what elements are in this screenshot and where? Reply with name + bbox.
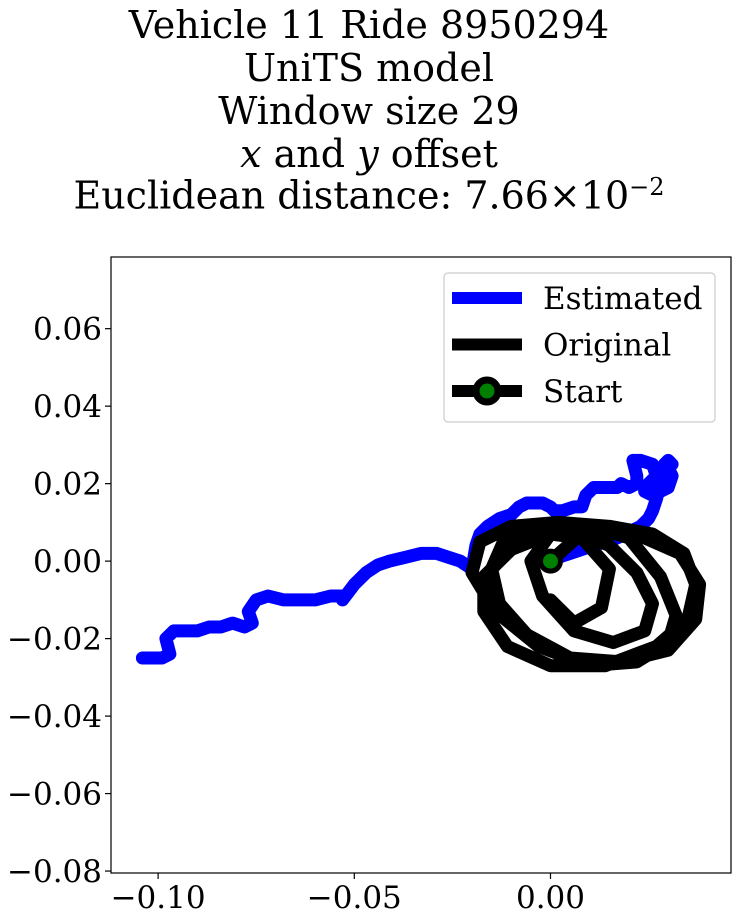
legend-marker-start <box>472 376 502 406</box>
title-line-window: Window size 29 <box>218 89 520 133</box>
y-tick-label: −0.08 <box>7 854 102 890</box>
legend-label-original: Original <box>543 328 671 364</box>
title-math-x: x <box>240 132 262 176</box>
title-distance-text: Euclidean distance: 7.66×10 <box>73 173 630 218</box>
y-tick-label: −0.04 <box>7 699 102 735</box>
title-line-distance: Euclidean distance: 7.66×10−2 <box>0 175 738 215</box>
y-tick-label: 0.04 <box>33 389 102 425</box>
x-tick-label: −0.10 <box>111 880 206 916</box>
title-offset-suffix: offset <box>378 132 498 176</box>
y-tick-label: 0.06 <box>33 312 102 348</box>
x-tick-label: −0.05 <box>307 880 402 916</box>
y-tick-label: −0.06 <box>7 777 102 813</box>
series-layer <box>135 453 707 673</box>
title-line-offset: x and y offset <box>0 135 738 173</box>
legend: Estimated Original Start <box>443 272 716 423</box>
title-and: and <box>261 132 358 176</box>
title-distance-exponent: −2 <box>629 173 665 201</box>
axes-frame <box>110 256 732 874</box>
series-line-estimated <box>135 453 679 665</box>
legend-label-start: Start <box>543 374 623 410</box>
series-line-original <box>465 515 707 673</box>
y-tick-label: 0.02 <box>33 467 102 503</box>
title-line-model: UniTS model <box>244 46 494 90</box>
y-tick-label: −0.02 <box>7 622 102 658</box>
x-tick-label: 0.00 <box>516 880 585 916</box>
legend-box <box>443 272 716 423</box>
y-tick-label: 0.00 <box>33 544 102 580</box>
start-point-marker <box>537 548 563 574</box>
title-math-y: y <box>357 132 379 176</box>
chart-title: Vehicle 11 Ride 8950294 UniTS model Wind… <box>0 0 738 230</box>
axes-layer: −0.10 −0.05 0.00 0.06 0.04 0.02 0.00 −0.02 −0.04… <box>7 256 732 916</box>
legend-label-estimated: Estimated <box>543 281 702 317</box>
title-line-vehicle: Vehicle 11 Ride 8950294 <box>128 3 610 47</box>
